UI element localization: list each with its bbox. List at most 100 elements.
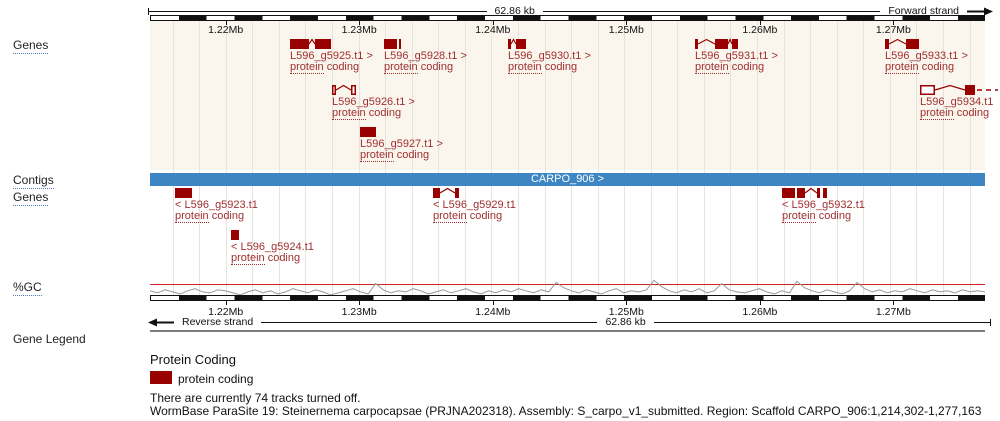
gene-biotype-word: protein [384, 61, 418, 74]
gene-name: L596_g5933.t1 > [885, 50, 968, 62]
gridline [517, 21, 519, 295]
gridline [863, 21, 865, 295]
gene-biotype-word: protein [885, 61, 919, 74]
gene-L596_g5930.t1[interactable]: L596_g5930.t1 > protein coding [508, 38, 591, 74]
gene-glyph [384, 39, 401, 49]
reverse-strand-label: Reverse strand [182, 315, 254, 328]
gene-glyph [433, 187, 459, 198]
gene-glyph [885, 38, 919, 49]
ruler-tick-mark [225, 21, 227, 25]
top-ruler-bar [150, 15, 985, 21]
gene-glyph [231, 230, 239, 240]
forward-strand-label: Forward strand [888, 4, 959, 17]
gene-L596_g5925.t1[interactable]: L596_g5925.t1 > protein coding [290, 38, 373, 74]
gridline [225, 21, 227, 295]
ruler-tick-mark [626, 21, 628, 25]
ruler-tick-label: 1.23Mb [341, 24, 377, 36]
gene-L596_g5927.t1[interactable]: L596_g5927.t1 > protein coding [360, 126, 443, 162]
ruler-tick-label: 1.23Mb [341, 306, 377, 318]
gene-glyph [508, 38, 526, 49]
contig-bar[interactable]: CARPO_906 > [150, 173, 985, 186]
gene-biotype: protein coding [360, 149, 430, 162]
gridline [624, 21, 626, 295]
ruler-tick-mark [759, 301, 761, 305]
ruler-tick-label: 1.24Mb [475, 306, 511, 318]
ruler-tick-mark [225, 301, 227, 305]
gene-name: L596_g5926.t1 > [332, 96, 415, 108]
gridline [199, 21, 201, 295]
gene-L596_g5931.t1[interactable]: L596_g5931.t1 > protein coding [695, 38, 778, 74]
gene-biotype: protein coding [695, 61, 765, 74]
ruler-tick-label: 1.25Mb [608, 24, 644, 36]
gc-wiggle-plot [150, 279, 985, 296]
ruler-tick-mark [359, 301, 361, 305]
contig-label: CARPO_906 > [530, 173, 605, 185]
gene-L596_g5924.t1[interactable]: < L596_g5924.t1 protein coding [231, 229, 314, 265]
gridline [411, 21, 413, 295]
gc-baseline [150, 284, 985, 285]
forward-strand-arrow-icon [967, 7, 993, 15]
gene-biotype-word: protein [695, 61, 729, 74]
gene-label: < L596_g5924.t1 protein coding [231, 241, 314, 265]
gene-label: L596_g5925.t1 > protein coding [290, 51, 373, 74]
scale-start-tick [148, 7, 149, 15]
gridline [544, 21, 546, 295]
gene-L596_g5926.t1[interactable]: L596_g5926.t1 > protein coding [332, 84, 415, 120]
gene-label: L596_g5927.t1 > protein coding [360, 138, 443, 162]
top-scale-length: 62.86 kb [494, 4, 535, 17]
track-label-genes-forward[interactable]: Genes [13, 38, 49, 54]
gene-L596_g5933.t1[interactable]: L596_g5933.t1 > protein coding [885, 38, 968, 74]
ruler-tick-label: 1.26Mb [742, 306, 778, 318]
gene-glyph [695, 38, 738, 49]
gene-label: L596_g5928.t1 > protein coding [384, 50, 467, 74]
gene-L596_g5929.t1[interactable]: < L596_g5929.t1 protein coding [433, 187, 516, 223]
ruler-tick-label: 1.22Mb [208, 306, 244, 318]
ruler-tick-label: 1.22Mb [208, 24, 244, 36]
ruler-tick-mark [492, 21, 494, 25]
gene-glyph [175, 188, 192, 198]
track-label-gc[interactable]: %GC [13, 280, 42, 296]
top-scale-row: 62.86 kb Forward strand [148, 5, 993, 17]
track-label-contigs[interactable]: Contigs [13, 173, 54, 189]
gridline [571, 21, 573, 295]
legend-item-label: protein coding [178, 372, 254, 386]
gene-L596_g5932.t1[interactable]: < L596_g5932.t1 protein coding [782, 187, 865, 223]
gene-name: < L596_g5929.t1 [433, 199, 516, 211]
gene-L596_g5934.t1[interactable]: L596_g5934.t1 protein coding [920, 84, 998, 120]
gene-biotype: protein coding [920, 107, 990, 120]
ruler-tick-mark [893, 21, 895, 25]
gene-biotype: protein coding [290, 61, 360, 74]
gridline [278, 21, 280, 295]
gene-biotype: protein coding [782, 210, 852, 223]
gene-biotype: protein coding [885, 61, 955, 74]
gene-L596_g5928.t1[interactable]: L596_g5928.t1 > protein coding [384, 38, 467, 74]
ruler-tick-mark [893, 301, 895, 305]
gene-label: L596_g5930.t1 > protein coding [508, 50, 591, 74]
gene-name: < L596_g5924.t1 [231, 241, 314, 253]
ruler-tick-label: 1.25Mb [608, 306, 644, 318]
gridline [916, 21, 918, 295]
reverse-strand-arrow-icon [148, 318, 174, 326]
bottom-ruler-bar [150, 295, 985, 301]
gridline [703, 21, 705, 295]
gene-biotype-word: protein [175, 210, 209, 223]
gene-name: L596_g5927.t1 > [360, 138, 443, 150]
gene-name: L596_g5930.t1 > [508, 50, 591, 62]
gene-biotype: protein coding [231, 252, 301, 265]
source-info: WormBase ParaSite 19: Steinernema carpoc… [150, 404, 982, 418]
track-label-genes-reverse[interactable]: Genes [13, 190, 49, 206]
gene-biotype-word: protein [231, 252, 265, 265]
ruler-tick-label: 1.27Mb [875, 306, 911, 318]
gridline [252, 21, 254, 295]
gene-name: L596_g5928.t1 > [384, 50, 467, 62]
gene-label: L596_g5933.t1 > protein coding [885, 50, 968, 74]
forward-track-background [150, 21, 985, 170]
gene-name: < L596_g5932.t1 [782, 199, 865, 211]
scale-end-tick [990, 318, 991, 326]
gene-L596_g5923.t1[interactable]: < L596_g5923.t1 protein coding [175, 187, 258, 223]
gene-name: L596_g5934.t1 [920, 96, 994, 108]
gene-biotype-word: protein [508, 61, 542, 74]
ruler-tick-mark [759, 21, 761, 25]
gridline [783, 21, 785, 295]
gene-name: L596_g5931.t1 > [695, 50, 778, 62]
